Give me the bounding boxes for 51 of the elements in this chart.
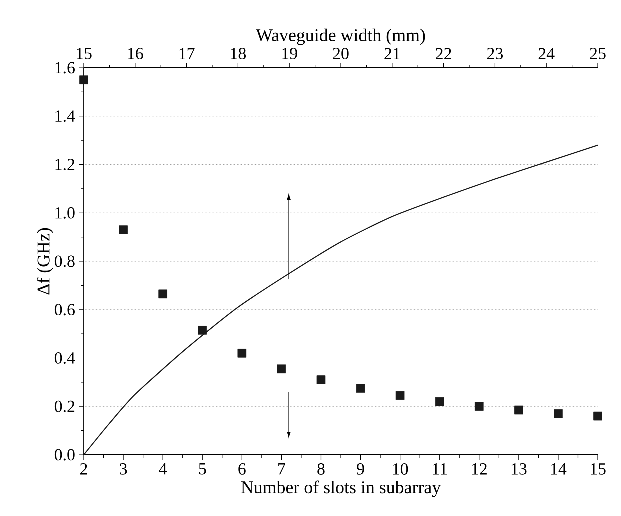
point <box>158 290 168 299</box>
x-tick-label: 4 <box>159 464 168 475</box>
point <box>356 384 366 393</box>
y-tick-label: 0.0 <box>54 449 75 461</box>
x-tick-label: 8 <box>318 464 325 475</box>
x-tick-label: 11 <box>433 464 447 475</box>
y-tick-label: 1.4 <box>56 110 76 122</box>
point <box>474 402 484 412</box>
point <box>316 376 326 384</box>
x-tick-label: 3 <box>120 464 128 475</box>
x-axis-title: Number of slots in subarray <box>241 480 442 498</box>
y-tick-label: 0.4 <box>54 352 76 364</box>
y-tick-label: 0.6 <box>54 304 75 316</box>
x2-tick-label: 20 <box>333 48 349 60</box>
x-tick-label: 12 <box>472 464 487 475</box>
y-tick-label: 0.2 <box>54 400 75 412</box>
point <box>396 391 405 400</box>
x-tick-label: 14 <box>551 464 567 475</box>
x2-tick-label: 17 <box>180 48 195 60</box>
point <box>554 409 563 418</box>
x-tick-label: 6 <box>238 464 246 475</box>
y-tick-label: 0.8 <box>54 256 75 268</box>
x2-axis-title: Waveguide width (mm) <box>256 28 426 46</box>
x2-tick-label: 22 <box>436 48 452 60</box>
point <box>435 397 444 406</box>
x2-tick-label: 23 <box>487 48 504 60</box>
point <box>277 364 286 374</box>
point <box>238 349 247 358</box>
point <box>514 406 524 415</box>
y-tick-label: 1.0 <box>56 207 75 219</box>
x2-tick-label: 25 <box>590 48 606 60</box>
x-tick-label: 10 <box>393 464 408 475</box>
x-tick-label: 13 <box>512 464 527 475</box>
point <box>198 326 208 335</box>
point <box>80 76 88 84</box>
x-tick-label: 5 <box>199 464 206 475</box>
y-axis-title: Δf (GHz) <box>37 228 54 295</box>
x-tick-label: 7 <box>278 464 286 475</box>
x2-tick-label: 15 <box>77 48 92 60</box>
x2-tick-label: 18 <box>231 48 246 60</box>
x2-tick-label: 19 <box>282 48 298 60</box>
x2-tick-label: 21 <box>384 48 400 60</box>
y-tick-label: 1.2 <box>56 159 75 170</box>
x-tick-label: 9 <box>357 464 364 475</box>
x2-tick-label: 16 <box>128 48 144 60</box>
point <box>594 412 602 421</box>
point <box>119 226 128 234</box>
x-tick-label: 15 <box>591 464 606 475</box>
x-tick-label: 2 <box>80 464 88 475</box>
y-tick-label: 1.6 <box>56 62 75 74</box>
x2-tick-label: 24 <box>538 48 555 60</box>
